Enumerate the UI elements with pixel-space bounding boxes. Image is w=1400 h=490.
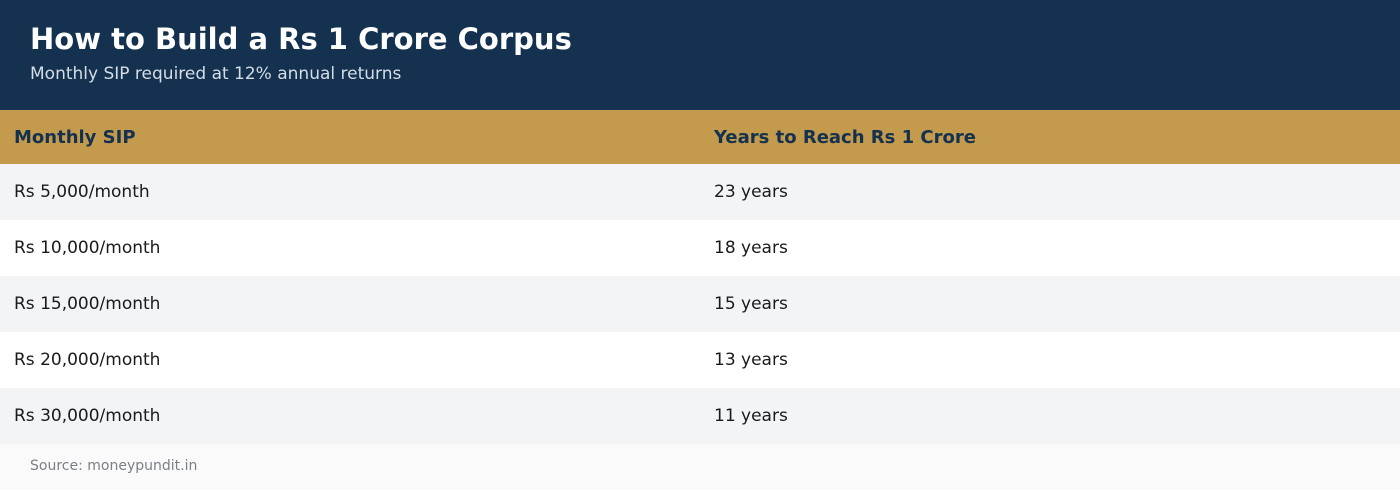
table-cell: 11 years <box>700 388 1400 444</box>
table-row: Rs 10,000/month 18 years <box>0 220 1400 276</box>
column-header: Monthly SIP <box>0 110 700 164</box>
table: Monthly SIP Years to Reach Rs 1 Crore Rs … <box>0 110 1400 444</box>
table-cell: 23 years <box>700 164 1400 220</box>
table-cell: Rs 15,000/month <box>0 276 700 332</box>
header-row: Monthly SIP Years to Reach Rs 1 Crore <box>0 110 1400 164</box>
table-row: Rs 15,000/month 15 years <box>0 276 1400 332</box>
title: How to Build a Rs 1 Crore Corpus <box>30 22 572 56</box>
table-cell: Rs 20,000/month <box>0 332 700 388</box>
table-row: Rs 30,000/month 11 years <box>0 388 1400 444</box>
table-cell: Rs 30,000/month <box>0 388 700 444</box>
table-cell: 18 years <box>700 220 1400 276</box>
source: Source: moneypundit.in <box>30 458 198 474</box>
table-body: Rs 5,000/month 23 years Rs 10,000/month 18 … <box>0 164 1400 444</box>
subtitle: Monthly SIP required at 12% annual retur… <box>30 64 402 84</box>
table-row: Rs 20,000/month 13 years <box>0 332 1400 388</box>
table-row: Rs 5,000/month 23 years <box>0 164 1400 220</box>
table-cell: 13 years <box>700 332 1400 388</box>
table-cell: Rs 5,000/month <box>0 164 700 220</box>
header: How to Build a Rs 1 Crore Corpus Monthly… <box>0 0 1400 110</box>
table-cell: Rs 10,000/month <box>0 220 700 276</box>
column-header: Years to Reach Rs 1 Crore <box>700 110 1400 164</box>
table-cell: 15 years <box>700 276 1400 332</box>
